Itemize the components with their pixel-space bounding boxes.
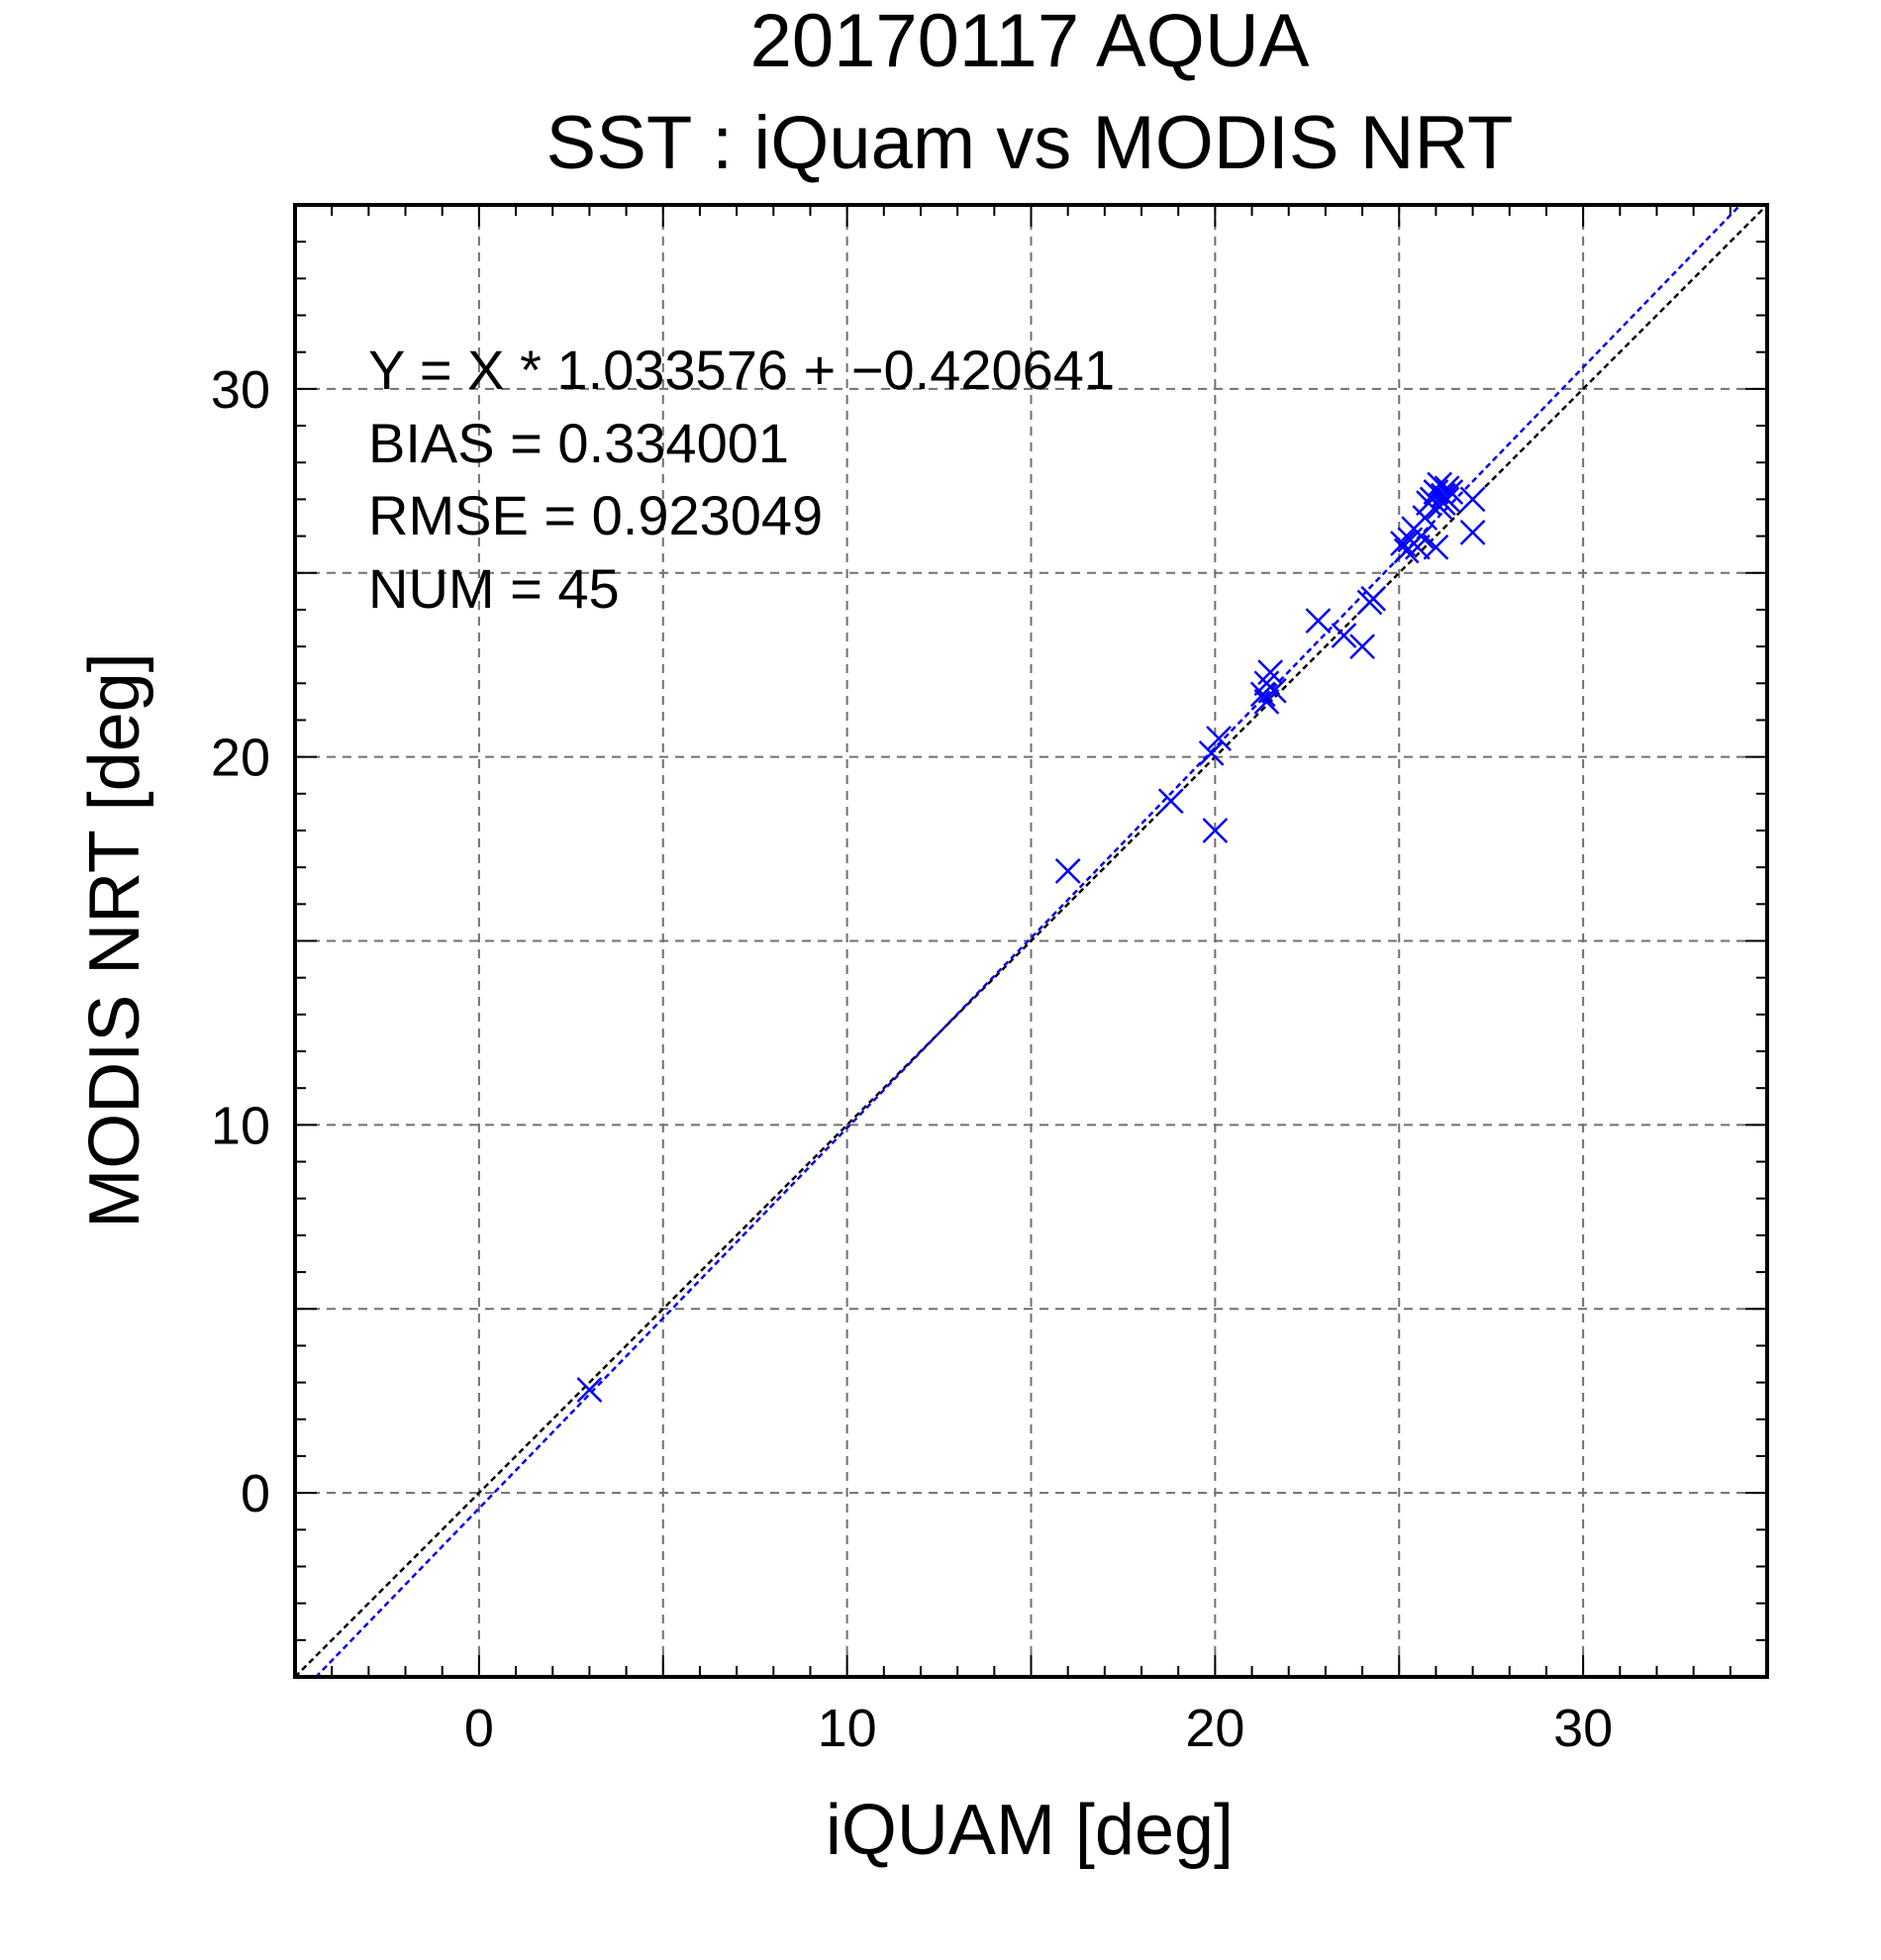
point-stroke [1253,688,1280,715]
y-tick-label: 0 [241,1464,270,1523]
data-point [1412,505,1438,531]
stats-box: Y = X * 1.033576 + −0.420641 BIAS = 0.33… [368,339,1115,620]
data-point [1198,740,1225,766]
point-stroke [1157,788,1184,815]
data-point [1434,486,1460,513]
grid-lines [295,205,1767,1677]
data-point [1260,677,1287,704]
data-point [1423,534,1449,560]
data-point [1331,623,1357,648]
plot-frame [293,203,1769,1679]
point-stroke [1408,523,1435,549]
data-point [1206,726,1232,751]
point-stroke [1412,505,1438,531]
num-value: NUM = 45 [368,557,620,620]
y-tick-label: 30 [211,360,270,420]
data-points [576,471,1486,1403]
point-stroke [1459,486,1486,513]
x-tick-label: 20 [1185,1699,1244,1758]
data-point [1305,608,1332,634]
point-stroke [1054,857,1081,884]
point-stroke [1437,479,1464,505]
point-stroke [1260,677,1287,704]
y-axis-label: MODIS NRT [deg] [75,652,154,1228]
data-point [1202,818,1229,843]
data-point [1437,479,1464,505]
point-stroke [1360,585,1387,612]
bias-value: BIAS = 0.334001 [368,412,789,474]
point-stroke [1206,726,1232,751]
point-stroke [1390,531,1416,556]
data-point [576,1377,603,1403]
point-stroke [1434,486,1460,513]
one-to-one-line [295,205,1767,1677]
point-stroke [1202,818,1229,843]
data-point [1349,634,1375,659]
fit-equation: Y = X * 1.033576 + −0.420641 [368,339,1115,401]
point-stroke [1305,608,1332,634]
y-tick-label: 20 [211,729,270,788]
data-point [1360,585,1387,612]
data-point [1054,857,1081,884]
chart-subtitle: SST : iQuam vs MODIS NRT [546,101,1514,185]
point-stroke [1459,519,1486,545]
point-stroke [576,1377,603,1403]
rmse-value: RMSE = 0.923049 [368,484,823,546]
regression-line [314,205,1742,1677]
data-point [1459,519,1486,545]
data-point [1253,688,1280,715]
y-tick-label: 10 [211,1096,270,1155]
tick-labels: 0 10 20 30 0 10 20 30 [211,360,1613,1758]
point-stroke [1331,623,1357,648]
x-tick-label: 10 [818,1699,877,1758]
data-point [1390,531,1416,556]
x-axis-label: iQUAM [deg] [826,1791,1234,1870]
x-tick-label: 0 [464,1699,494,1758]
point-stroke [1349,634,1375,659]
chart-title: 20170117 AQUA [750,0,1310,83]
x-tick-label: 30 [1553,1699,1613,1758]
reference-lines [295,205,1767,1677]
data-point [1157,788,1184,815]
point-stroke [1198,740,1225,766]
point-stroke [1423,534,1449,560]
data-point [1459,486,1486,513]
